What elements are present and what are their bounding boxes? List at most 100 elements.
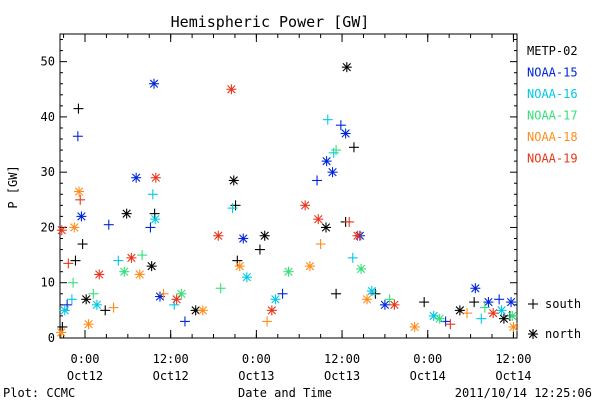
data-point: [362, 294, 373, 305]
data-point: [68, 277, 79, 288]
x-tick-label-time: 0:00: [71, 352, 100, 366]
x-tick-label-date: Oct14: [410, 369, 446, 383]
data-point: [266, 305, 277, 316]
data-point: [179, 316, 190, 327]
data-point: [126, 252, 137, 263]
data-point: [322, 114, 333, 125]
x-tick-label-date: Oct13: [324, 369, 360, 383]
data-point: [94, 269, 105, 280]
data-point: [508, 321, 519, 332]
data-point: [344, 216, 355, 227]
data-point: [147, 189, 158, 200]
data-point: [213, 230, 224, 241]
legend-entry-noaa-19: NOAA-19: [527, 152, 578, 166]
data-point: [335, 120, 346, 131]
data-point: [73, 103, 84, 114]
data-point: [197, 305, 208, 316]
data-point: [348, 142, 359, 153]
footer-plot-source: Plot: CCMC: [3, 386, 75, 400]
data-point: [331, 288, 342, 299]
data-point: [304, 261, 315, 272]
data-point: [77, 239, 88, 250]
x-tick-label-time: 0:00: [413, 352, 442, 366]
data-point: [321, 156, 332, 167]
data-point: [331, 145, 342, 156]
data-point: [103, 219, 114, 230]
data-point: [121, 208, 132, 219]
series-noaa-19: [56, 84, 499, 330]
x-tick-label-time: 12:00: [324, 352, 360, 366]
legend-marker-north: [528, 329, 538, 339]
data-point: [215, 283, 226, 294]
data-point: [57, 321, 68, 332]
data-point: [384, 294, 395, 305]
data-point: [476, 313, 487, 324]
data-point: [56, 225, 67, 236]
data-point: [75, 194, 86, 205]
data-point: [366, 286, 377, 297]
series-noaa-15: [62, 78, 517, 327]
data-point: [70, 255, 81, 266]
data-point: [59, 305, 70, 316]
data-point: [409, 321, 420, 332]
data-point: [340, 128, 351, 139]
data-point: [469, 297, 480, 308]
data-point: [227, 203, 238, 214]
data-point: [234, 261, 245, 272]
data-point: [454, 305, 465, 316]
data-point: [328, 147, 339, 158]
x-tick-label-time: 12:00: [153, 352, 189, 366]
data-point: [341, 62, 352, 73]
data-point: [313, 214, 324, 225]
data-point: [56, 327, 67, 338]
data-point: [347, 252, 358, 263]
legend-entry-noaa-17: NOAA-17: [527, 109, 578, 123]
data-point: [259, 230, 270, 241]
data-point: [445, 319, 456, 330]
data-point: [119, 266, 130, 277]
data-point: [389, 299, 400, 310]
legend-entry-noaa-15: NOAA-15: [527, 66, 578, 80]
data-point: [320, 222, 331, 233]
data-point: [277, 288, 288, 299]
y-tick-label: 30: [41, 165, 55, 179]
data-point: [76, 211, 87, 222]
data-point: [72, 131, 83, 142]
y-axis-label: P [GW]: [6, 165, 20, 208]
marker-legend: south north: [528, 297, 581, 341]
data-point: [150, 172, 161, 183]
data-point: [462, 308, 473, 319]
data-point: [150, 214, 161, 225]
legend-entry-noaa-18: NOAA-18: [527, 130, 578, 144]
data-point: [327, 167, 338, 178]
x-tick-label-date: Oct12: [67, 369, 103, 383]
data-point: [283, 266, 294, 277]
y-axis: 0 10 20 30 40 50: [41, 39, 517, 345]
data-point: [81, 294, 92, 305]
data-marks: [56, 62, 519, 338]
data-point: [134, 269, 145, 280]
plot-frame: [59, 33, 518, 339]
y-tick-label: 0: [48, 331, 55, 345]
data-point: [470, 283, 481, 294]
data-point: [479, 302, 490, 313]
data-point: [91, 299, 102, 310]
data-point: [88, 288, 99, 299]
y-tick-label: 20: [41, 220, 55, 234]
data-point: [262, 316, 273, 327]
data-point: [496, 305, 507, 316]
y-tick-label: 40: [41, 110, 55, 124]
data-point: [69, 222, 80, 233]
data-point: [149, 208, 160, 219]
series-legend: METP-02 NOAA-15 NOAA-16 NOAA-17 NOAA-18 NOAA-…: [527, 44, 578, 166]
data-point: [315, 239, 326, 250]
data-point: [312, 175, 323, 186]
data-point: [352, 230, 363, 241]
data-point: [419, 297, 430, 308]
series-metp-02: [57, 62, 515, 332]
data-point: [149, 78, 160, 89]
data-point: [158, 288, 169, 299]
data-point: [83, 319, 94, 330]
data-point: [226, 84, 237, 95]
